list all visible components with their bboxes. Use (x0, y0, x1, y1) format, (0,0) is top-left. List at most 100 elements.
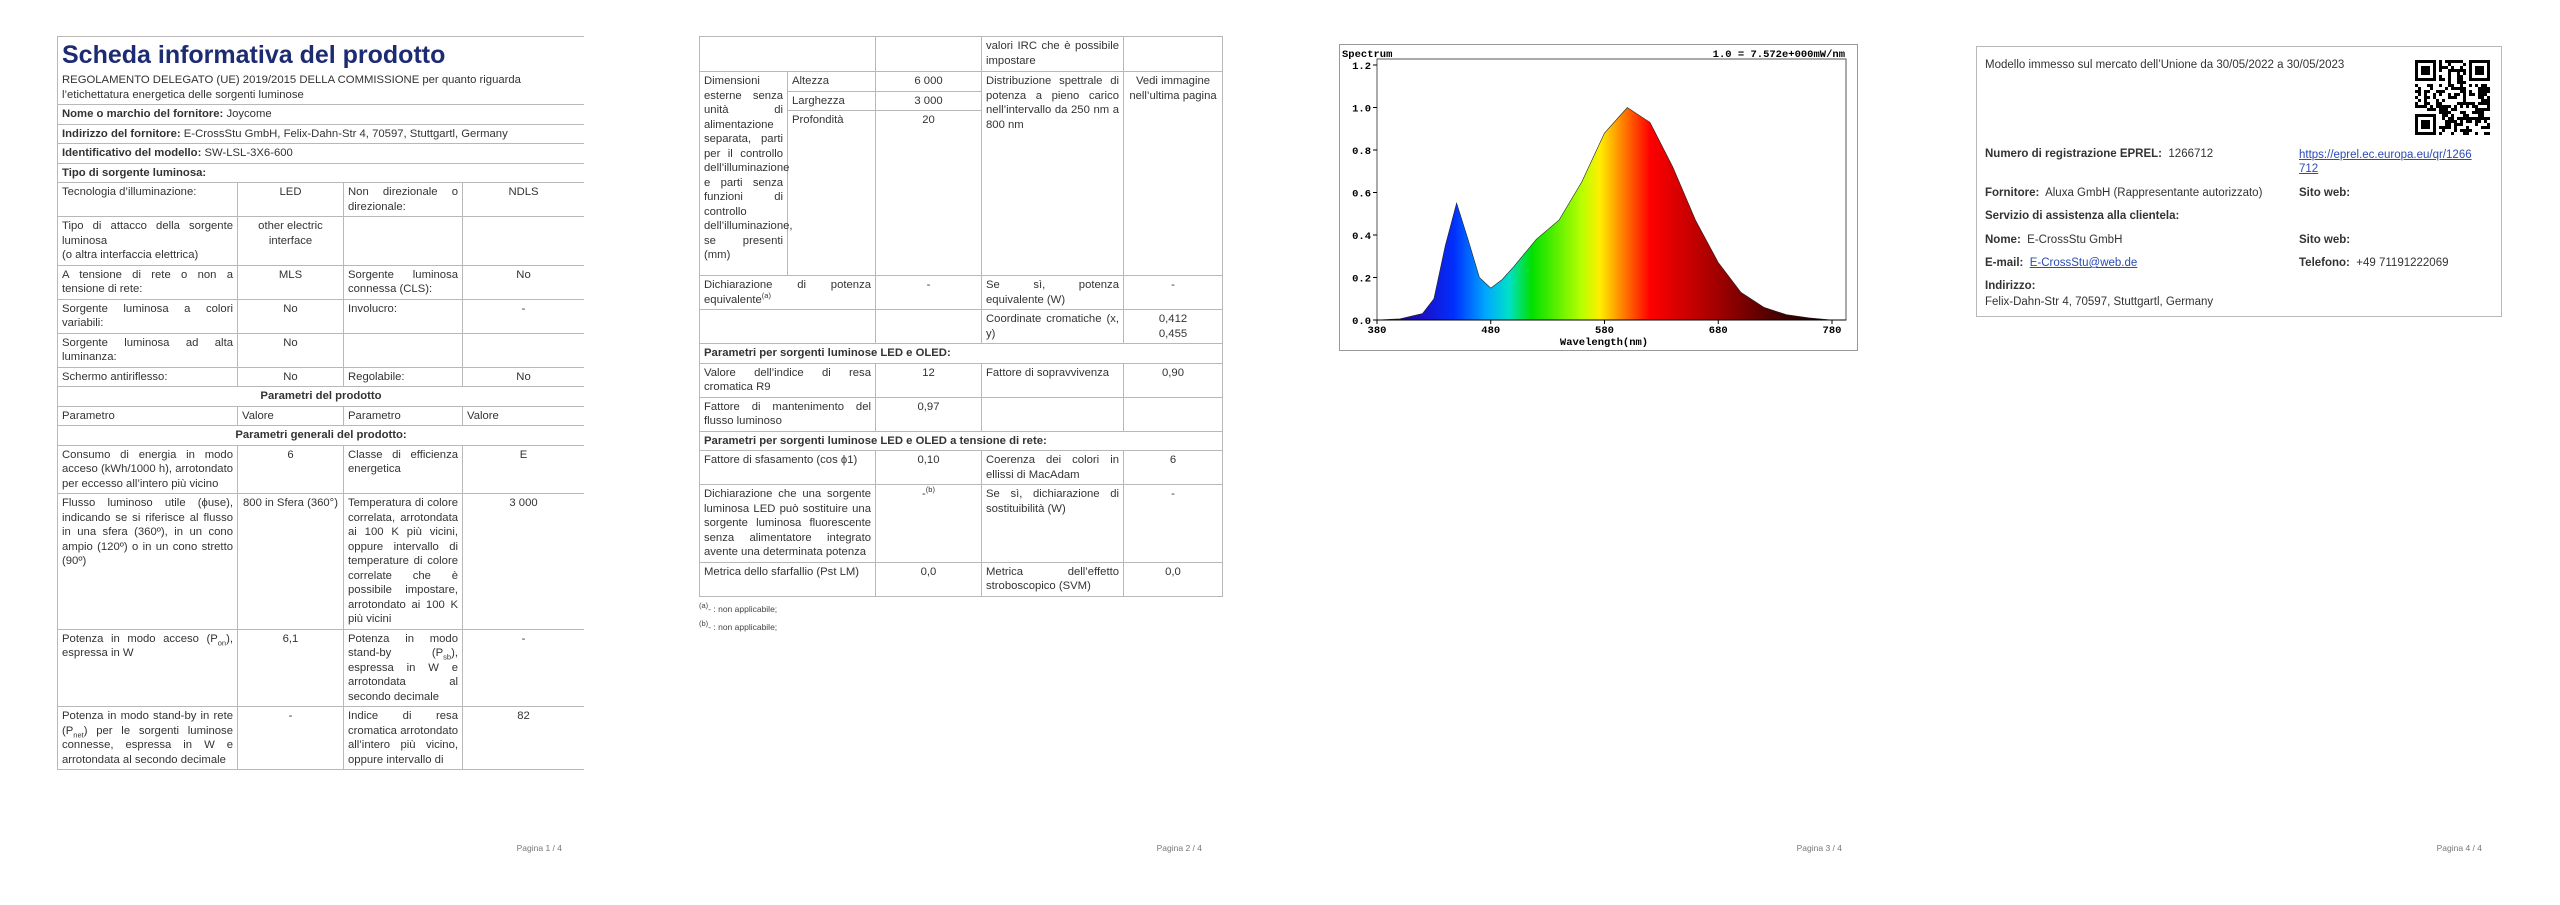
qr-module (2472, 111, 2475, 114)
table-cell: LED (237, 182, 344, 217)
table-cell: Profondità (787, 110, 876, 276)
qr-module (2433, 75, 2436, 78)
spectrum-fill (1377, 107, 1832, 320)
qr-module (2424, 90, 2427, 93)
text: E-mail: (1985, 257, 2024, 269)
qr-module (2418, 60, 2421, 63)
text: Nome o marchio del fornitore: (62, 108, 224, 120)
page-footer: Pagina 4 / 4 (2436, 843, 2482, 853)
text: Potenza in modo acceso (P (62, 632, 218, 645)
qr-module (2487, 126, 2490, 129)
text: Indirizzo del fornitore: (62, 127, 181, 140)
table-cell: Altezza (787, 71, 876, 92)
table-row: Parametri per sorgenti luminose LED e OL… (699, 343, 1223, 364)
qr-module (2433, 117, 2436, 120)
table-cell: Parametri per sorgenti luminose LED e OL… (699, 430, 1223, 451)
qr-module (2436, 90, 2439, 93)
qr-module (2445, 105, 2448, 108)
qr-module (2484, 78, 2487, 81)
table-row: A tensione di rete o non a tensione di r… (57, 264, 584, 300)
table-cell: Parametro (57, 405, 238, 426)
qr-module (2475, 123, 2478, 126)
qr-module (2448, 78, 2451, 81)
qr-module (2433, 93, 2436, 96)
eprel-link[interactable]: https://eprel.ec.europa.eu/qr/1266712 (2299, 149, 2472, 175)
table-row: Parametro Valore Parametro Valore (57, 405, 584, 426)
text-block: 0,455 (1158, 327, 1188, 340)
qr-module (2481, 69, 2484, 72)
qr-module (2484, 132, 2487, 135)
qr-module (2469, 60, 2472, 63)
market-period: Modello immesso sul mercato dell’Unione … (1985, 59, 2345, 71)
qr-module (2439, 78, 2442, 81)
table-row: Parametri per sorgenti luminose LED e OL… (699, 430, 1223, 451)
qr-module (2481, 102, 2484, 105)
qr-module (2424, 132, 2427, 135)
table-cell: 12 (875, 362, 982, 398)
text: E-CrossStu GmbH, Felix-Dahn-Str 4, 70597… (183, 127, 508, 140)
qr-module (2439, 111, 2442, 114)
qr-module (2487, 75, 2490, 78)
x-tick-label: 480 (1481, 325, 1500, 337)
page-2: valori IRC che è possibile impostare Dim… (640, 0, 1280, 905)
qr-module (2442, 78, 2445, 81)
qr-module (2466, 102, 2469, 105)
qr-module (2487, 63, 2490, 66)
qr-module (2433, 78, 2436, 81)
qr-module (2421, 120, 2424, 123)
qr-module (2457, 123, 2460, 126)
qr-module (2436, 105, 2439, 108)
qr-module (2475, 69, 2478, 72)
page-footer: Pagina 1 / 4 (516, 843, 562, 853)
qr-module (2457, 78, 2460, 81)
qr-module (2460, 81, 2463, 84)
qr-module (2457, 72, 2460, 75)
qr-module (2418, 78, 2421, 81)
qr-module (2484, 87, 2487, 90)
table-cell: 0,0 (1123, 561, 1223, 597)
qr-module (2430, 132, 2433, 135)
qr-module (2430, 114, 2433, 117)
qr-module (2469, 84, 2472, 87)
spectrum-chart: Spectrum 1.0 = 7.572e+000mW/nm Wavelengt… (1339, 44, 1858, 351)
table-cell: valori IRC che è possibile impostare (981, 36, 1124, 72)
qr-module (2445, 66, 2448, 69)
qr-module (2445, 60, 2448, 63)
table-cell: Fattore di sopravvivenza (981, 362, 1124, 398)
text-block: Servizio di assistenza alla clientela: (1985, 210, 2180, 222)
table-cell (461, 216, 584, 266)
qr-module (2487, 60, 2490, 63)
table-cell: Dichiarazione che una sorgente luminosa … (699, 484, 876, 563)
qr-module (2481, 72, 2484, 75)
qr-module (2478, 69, 2481, 72)
qr-module (2427, 120, 2430, 123)
qr-module (2424, 72, 2427, 75)
table-cell: - (1123, 275, 1223, 310)
x-tick-label: 580 (1595, 325, 1614, 337)
qr-module (2460, 87, 2463, 90)
table-cell: No (461, 366, 584, 387)
qr-module (2418, 114, 2421, 117)
qr-module (2454, 129, 2457, 132)
qr-code[interactable] (2415, 60, 2490, 135)
qr-module (2478, 60, 2481, 63)
table-row: Parametri del prodotto (57, 386, 584, 407)
table-cell: Sorgente luminosa a colori variabili: (57, 298, 238, 334)
table-cell: A tensione di rete o non a tensione di r… (57, 264, 238, 300)
chart-annotation: 1.0 = 7.572e+000mW/nm (1713, 49, 1845, 61)
qr-module (2481, 99, 2484, 102)
email-link[interactable]: E-CrossStu@web.de (2029, 257, 2138, 269)
qr-module (2427, 114, 2430, 117)
qr-module (2433, 108, 2436, 111)
table-cell: NDLS (461, 182, 584, 217)
qr-module (2439, 108, 2442, 111)
qr-module (2472, 102, 2475, 105)
text: Telefono: (2299, 257, 2350, 269)
qr-module (2451, 120, 2454, 123)
qr-module (2469, 75, 2472, 78)
qr-module (2484, 102, 2487, 105)
qr-module (2460, 117, 2463, 120)
qr-module (2478, 87, 2481, 90)
text-block: 0,412 (1158, 313, 1188, 325)
